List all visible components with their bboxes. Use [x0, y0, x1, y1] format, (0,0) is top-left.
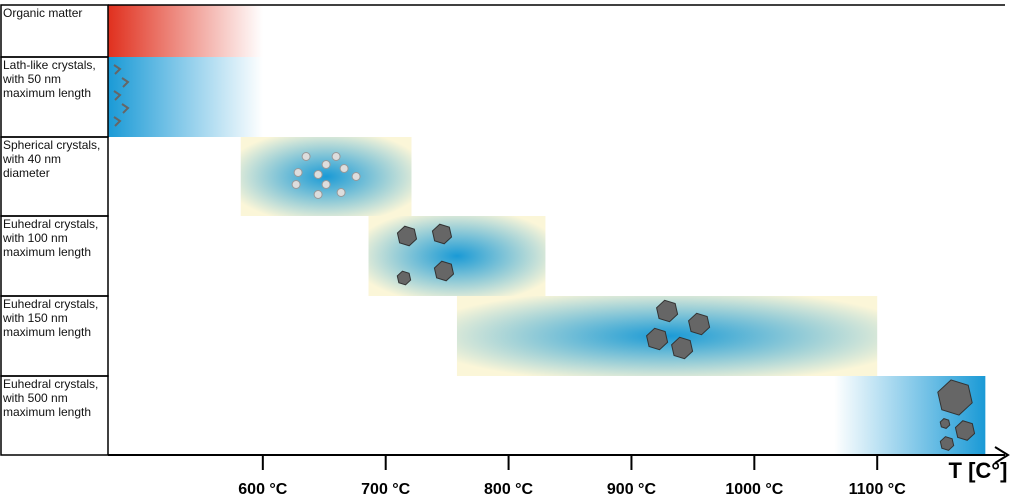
range-bar — [368, 216, 545, 296]
crystal — [294, 169, 302, 177]
row-label: Euhedral crystals, with 100 nm maximum l… — [1, 216, 107, 260]
crystal — [314, 171, 322, 179]
crystal — [322, 181, 330, 189]
x-tick-label: 1100 °C — [849, 481, 907, 498]
range-bar — [108, 57, 263, 137]
x-tick-label: 700 °C — [361, 481, 411, 498]
crystal — [352, 173, 360, 181]
range-bar — [108, 5, 263, 57]
crystal — [940, 419, 950, 429]
row-label: Lath-like crystals, with 50 nm maximum l… — [1, 57, 107, 101]
x-tick-label: 800 °C — [484, 481, 534, 498]
x-tick-label: 900 °C — [607, 481, 657, 498]
crystal — [332, 153, 340, 161]
row-label: Euhedral crystals, with 500 nm maximum l… — [1, 376, 107, 420]
x-axis-label: T [C°] — [949, 458, 1008, 483]
crystal — [314, 191, 322, 199]
chart: T [C°] Organic matter Lath-like crystals,… — [0, 0, 1022, 500]
crystal — [302, 153, 310, 161]
range-bar — [241, 137, 412, 216]
crystal — [322, 161, 330, 169]
crystal — [337, 189, 345, 197]
row-label: Euhedral crystals, with 150 nm maximum l… — [1, 296, 107, 340]
x-tick-label: 1000 °C — [725, 481, 783, 498]
row-label: Spherical crystals, with 40 nm diameter — [1, 137, 107, 181]
x-tick-label: 600 °C — [238, 481, 288, 498]
crystal — [292, 181, 300, 189]
row-label: Organic matter — [1, 5, 107, 21]
crystal — [340, 165, 348, 173]
